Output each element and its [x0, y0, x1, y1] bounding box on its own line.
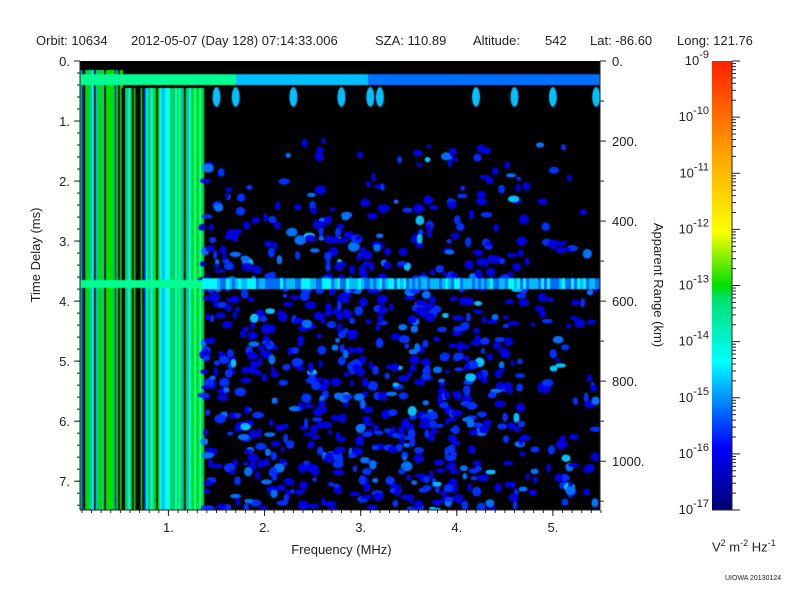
y-tick-label: 3.	[59, 234, 70, 249]
y2-tick-label: 800.	[612, 374, 637, 389]
credit-label: UIOWA 20130124	[725, 575, 782, 582]
colorbar	[712, 61, 732, 510]
colorbar-label: 10-16	[679, 442, 709, 461]
datetime-label: 2012-05-07 (Day 128) 07:14:33.006	[131, 33, 338, 48]
lat-label: Lat: -86.60	[590, 33, 653, 48]
colorbar-label: 10-9	[685, 49, 709, 68]
x-tick-label: 5.	[547, 520, 558, 535]
y-tick-label: 1.	[59, 114, 70, 129]
x-tick-label: 2.	[259, 520, 270, 535]
sza-label: SZA: 110.89	[375, 33, 447, 48]
colorbar-label: 10-11	[679, 161, 709, 180]
heatmap-plot	[80, 61, 600, 510]
x-tick-label: 3.	[355, 520, 366, 535]
altitude-label: Altitude:	[473, 33, 520, 48]
colorbar-label: 10-15	[679, 386, 709, 405]
colorbar-label: 10-14	[679, 330, 709, 349]
colorbar-label: 10-10	[679, 105, 709, 124]
orbit-label: Orbit: 10634	[36, 33, 108, 48]
y2-tick-label: 400.	[612, 214, 637, 229]
y-tick-label: 0.	[59, 54, 70, 69]
y2-axis-label: Apparent Range (km)	[651, 223, 666, 347]
colorbar-label: 10-12	[679, 217, 709, 236]
y-axis-label: Time Delay (ms)	[28, 208, 43, 303]
y2-tick-label: 1000.	[612, 454, 645, 469]
colorbar-label: 10-17	[679, 498, 709, 517]
altitude-value: 542	[545, 33, 567, 48]
y-tick-label: 5.	[59, 354, 70, 369]
long-label: Long: 121.76	[677, 33, 753, 48]
x-tick-label: 1.	[163, 520, 174, 535]
x-tick-label: 4.	[451, 520, 462, 535]
y-tick-label: 4.	[59, 294, 70, 309]
y-tick-label: 2.	[59, 174, 70, 189]
y2-tick-label: 0.	[612, 54, 623, 69]
y-tick-label: 6.	[59, 414, 70, 429]
y-tick-label: 7.	[59, 474, 70, 489]
x-axis-label: Frequency (MHz)	[291, 542, 391, 557]
y2-tick-label: 600.	[612, 294, 637, 309]
colorbar-label: 10-13	[679, 274, 709, 293]
colorbar-unit: V2 m-2 Hz-1	[712, 538, 776, 555]
y2-tick-label: 200.	[612, 134, 637, 149]
